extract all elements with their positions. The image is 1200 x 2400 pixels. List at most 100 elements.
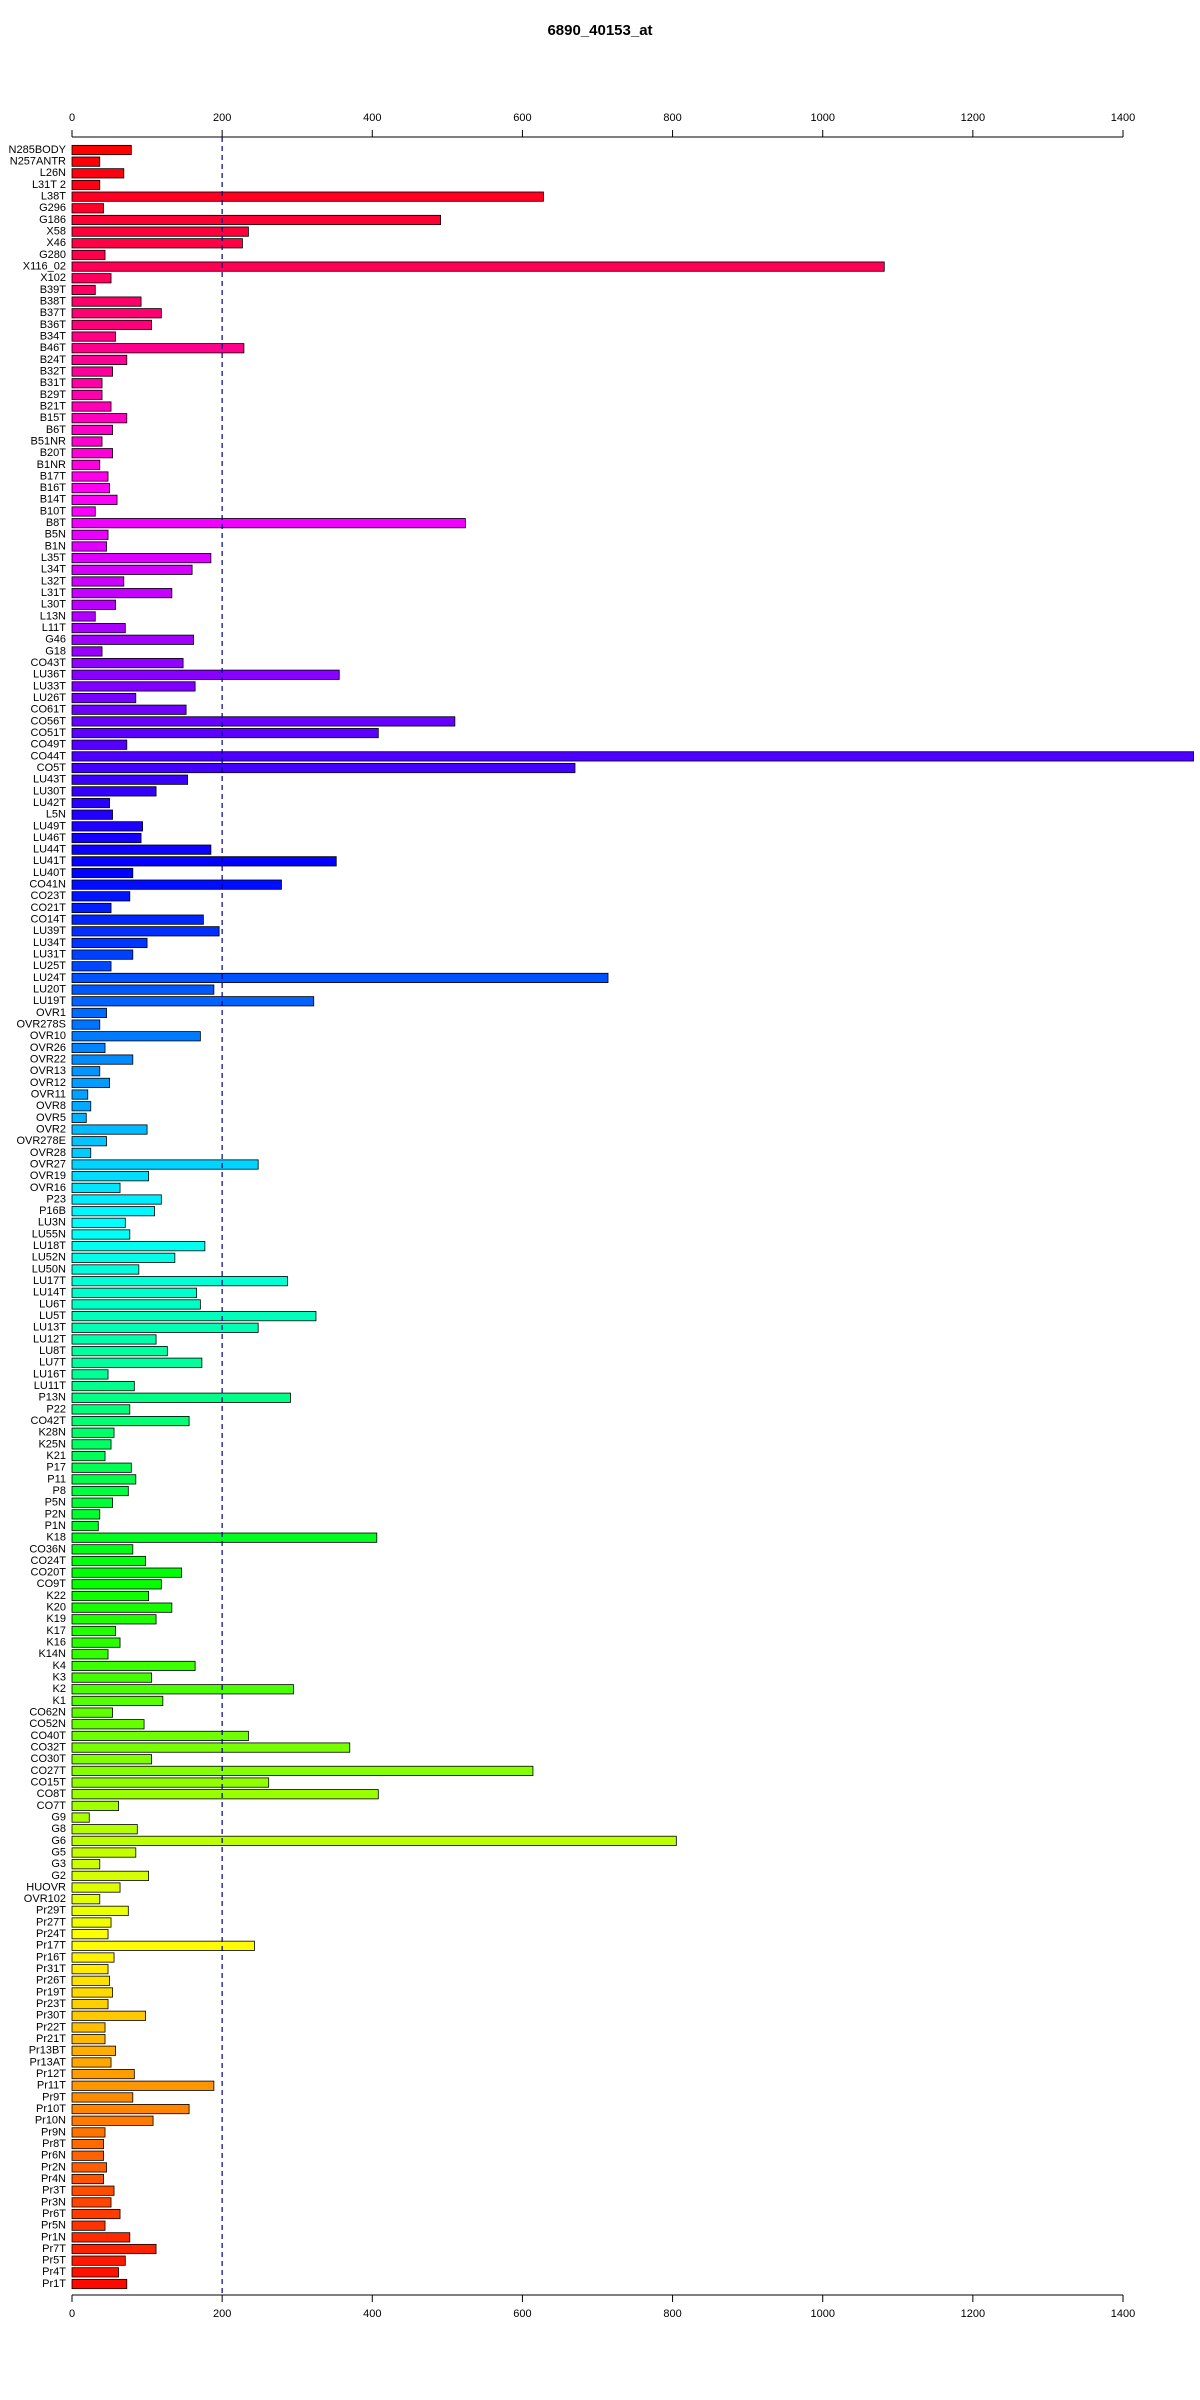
y-tick-label: CO14T xyxy=(31,914,67,926)
bar xyxy=(71,926,220,937)
y-tick-label: LU30T xyxy=(33,785,66,797)
bar xyxy=(71,179,101,191)
y-tick-label: Pr26T xyxy=(36,1975,66,1987)
y-tick-label: P17 xyxy=(46,1462,66,1474)
y-tick-label: G8 xyxy=(51,1823,66,1835)
bar xyxy=(71,914,204,925)
bar xyxy=(71,1754,152,1765)
bar xyxy=(71,249,106,261)
x-tick-label: 200 xyxy=(213,2308,231,2320)
y-tick-label: CO20T xyxy=(31,1567,67,1579)
bar xyxy=(71,588,173,599)
bar xyxy=(71,1450,106,1462)
bar xyxy=(71,1427,115,1438)
y-tick-label: Pr5N xyxy=(41,2220,66,2232)
y-tick-label: X46 xyxy=(46,237,66,249)
y-tick-label: OVR28 xyxy=(30,1147,66,1159)
y-tick-label: Pr10N xyxy=(35,2115,66,2127)
x-tick-label: 0 xyxy=(69,112,75,124)
y-tick-label: B8T xyxy=(46,517,66,529)
bar xyxy=(71,716,456,727)
y-tick-label: K25N xyxy=(38,1438,66,1450)
bar xyxy=(71,401,112,412)
bar xyxy=(71,1625,116,1637)
y-tick-label: LU7T xyxy=(39,1357,66,1369)
chart-title: 6890_40153_at xyxy=(547,22,652,39)
y-tick-label: K14N xyxy=(38,1648,66,1660)
bar xyxy=(71,1404,131,1415)
y-tick-label: L30T xyxy=(41,599,66,611)
x-tick-label: 800 xyxy=(663,112,681,124)
bar xyxy=(71,739,128,750)
bar xyxy=(71,2243,157,2255)
y-tick-label: OVR278E xyxy=(16,1135,66,1147)
bar xyxy=(71,902,112,914)
y-tick-label: CO40T xyxy=(31,1730,67,1742)
y-tick-label: OVR12 xyxy=(30,1077,66,1089)
bar xyxy=(71,308,162,319)
y-tick-label: B46T xyxy=(40,342,67,354)
y-tick-label: B1NR xyxy=(37,459,66,471)
bar xyxy=(71,1544,134,1555)
bar xyxy=(71,1742,351,1753)
bar xyxy=(71,506,96,517)
bar xyxy=(71,1252,176,1263)
x-tick-label: 1200 xyxy=(961,2308,985,2320)
bar xyxy=(71,1474,137,1485)
y-tick-label: LU14T xyxy=(33,1287,66,1299)
bar xyxy=(71,1101,92,1112)
bar xyxy=(71,611,96,622)
bar xyxy=(71,1147,92,1158)
y-tick-label: OVR2 xyxy=(36,1123,66,1135)
bar xyxy=(71,1136,107,1147)
y-tick-label: OVR27 xyxy=(30,1158,66,1170)
bar xyxy=(71,2220,106,2231)
bar xyxy=(71,1952,115,1963)
bar xyxy=(71,774,189,785)
x-tick-label: 400 xyxy=(363,2308,381,2320)
bar xyxy=(71,2127,106,2138)
y-tick-label: B24T xyxy=(40,354,67,366)
bar xyxy=(71,1462,132,1473)
y-tick-label: CO23T xyxy=(31,890,67,902)
bar xyxy=(71,996,315,1007)
bar xyxy=(71,599,116,610)
y-tick-label: B16T xyxy=(40,482,67,494)
y-tick-label: P23 xyxy=(46,1193,66,1205)
y-tick-label: Pr13AT xyxy=(30,2056,67,2068)
bar xyxy=(71,1007,107,1018)
y-tick-label: K28N xyxy=(38,1427,66,1439)
y-tick-label: Pr3N xyxy=(41,2196,66,2208)
x-tick-label: 1000 xyxy=(810,112,834,124)
y-tick-label: Pr19T xyxy=(36,1986,66,1998)
y-tick-label: P16B xyxy=(39,1205,66,1217)
y-tick-label: Pr29T xyxy=(36,1905,66,1917)
bar xyxy=(71,1416,190,1427)
y-tick-label: LU52N xyxy=(32,1252,66,1264)
bar xyxy=(71,1777,270,1788)
bar xyxy=(71,634,195,645)
y-tick-label: LU20T xyxy=(33,984,66,996)
bar xyxy=(71,191,544,202)
bar xyxy=(71,1847,137,1858)
bar xyxy=(71,1649,109,1660)
bar xyxy=(71,1357,203,1368)
bar xyxy=(71,856,337,867)
y-tick-label: L34T xyxy=(41,564,66,576)
y-tick-label: Pr6T xyxy=(42,2208,66,2220)
y-tick-label: LU43T xyxy=(33,774,66,786)
bar xyxy=(71,1975,110,1986)
y-tick-label: B6T xyxy=(46,424,66,436)
y-tick-label: B21T xyxy=(40,400,67,412)
y-tick-label: LU24T xyxy=(33,972,66,984)
y-tick-label: CO61T xyxy=(31,704,67,716)
bar xyxy=(71,797,110,809)
y-tick-label: OVR22 xyxy=(30,1053,66,1065)
y-tick-label: B34T xyxy=(40,330,67,342)
bar xyxy=(71,343,245,354)
y-tick-label: Pr1N xyxy=(41,2231,66,2243)
y-tick-label: P13N xyxy=(38,1392,66,1404)
bar xyxy=(71,1346,168,1357)
y-tick-label: LU50N xyxy=(32,1263,66,1275)
